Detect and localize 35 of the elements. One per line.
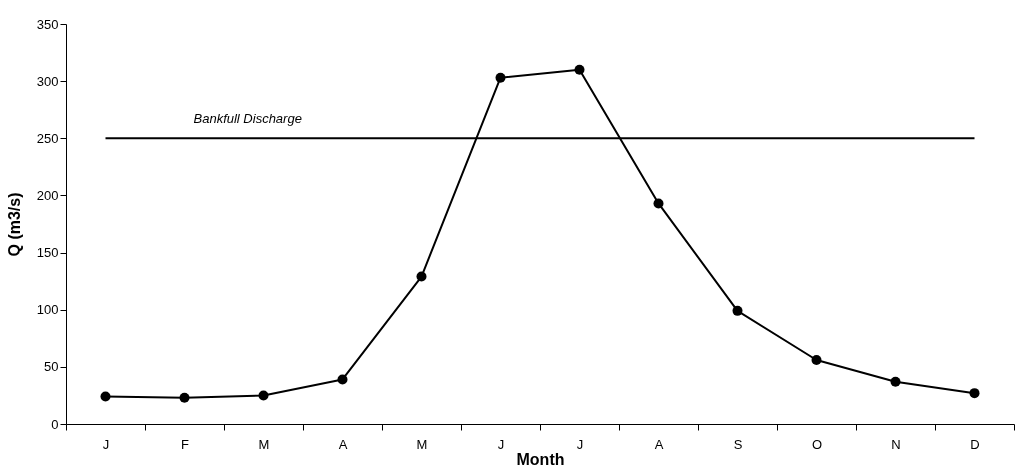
x-tick-label: J — [576, 436, 584, 452]
x-tick-label: A — [654, 436, 664, 452]
point — [969, 388, 980, 399]
point — [653, 198, 664, 209]
y-tick-label: 100 — [36, 302, 59, 318]
point — [574, 64, 585, 75]
x-tick-label: M — [258, 436, 270, 452]
y-tick-label: 350 — [36, 16, 59, 32]
point — [495, 72, 506, 83]
y-tick-label: 300 — [36, 73, 59, 89]
y-tick-label: 0 — [51, 416, 59, 432]
x-tick-label: A — [338, 436, 348, 452]
ref-line-label: Bankfull Discharge — [193, 111, 302, 127]
y-tick-label: 50 — [44, 359, 59, 375]
point — [179, 392, 190, 403]
point — [337, 374, 348, 385]
x-tick-label: D — [970, 436, 980, 452]
point — [732, 305, 743, 316]
x-tick-label: N — [891, 436, 901, 452]
point — [811, 355, 822, 365]
point — [258, 390, 269, 401]
point — [890, 376, 901, 387]
y-axis-title: Q (m3/s) — [5, 192, 23, 257]
point — [100, 391, 111, 402]
x-tick-label: M — [416, 436, 428, 452]
x-tick-label: O — [811, 436, 823, 452]
y-tick-label: 200 — [36, 187, 59, 203]
x-tick-label: J — [102, 436, 110, 452]
point — [416, 271, 427, 282]
x-axis-title: Month — [516, 450, 565, 468]
x-tick-label: S — [733, 436, 743, 452]
y-tick-label: 250 — [36, 130, 59, 146]
x-tick-label: J — [497, 436, 505, 452]
y-tick-label: 150 — [36, 245, 59, 261]
x-tick-label: F — [181, 436, 190, 452]
